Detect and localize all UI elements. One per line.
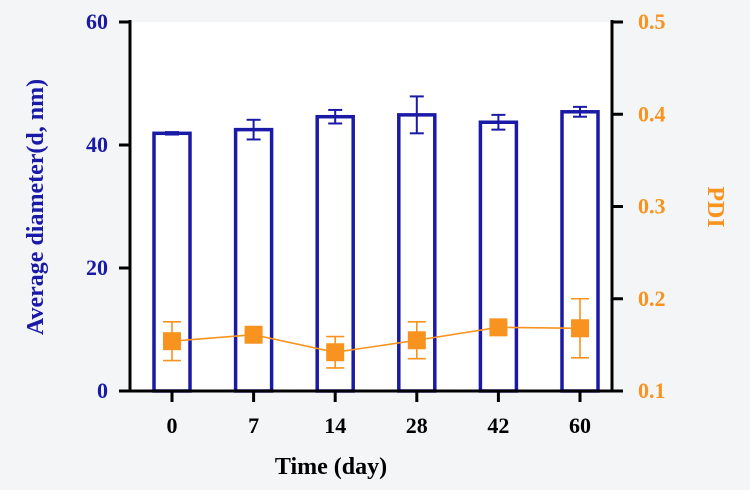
pdi-point-42: [489, 318, 508, 337]
pdi-point-28: [407, 331, 426, 350]
bar-42: [478, 120, 519, 393]
x-tick-label-14: 14: [324, 413, 346, 438]
x-axis-title: Time (day): [275, 454, 387, 480]
pdi-line: [171, 326, 581, 354]
x-tick-label-7: 7: [248, 413, 259, 438]
y-tick-label-20: 20: [86, 255, 108, 280]
y2-tick-label-0.5: 0.5: [638, 9, 666, 34]
y-tick-label-0: 0: [97, 378, 108, 403]
pdi-point-7: [244, 325, 263, 344]
x-tick-label-28: 28: [406, 413, 428, 438]
x-tick-label-42: 42: [487, 413, 509, 438]
y2-tick-label-0.4: 0.4: [638, 101, 666, 126]
bar-7: [233, 127, 274, 393]
y2-axis-title: PDI: [702, 186, 728, 227]
x-tick-label-0: 0: [167, 413, 178, 438]
pdi-point-0: [163, 332, 181, 351]
y2-tick-label-0.3: 0.3: [638, 194, 666, 219]
y2-tick-label-0.1: 0.1: [638, 378, 666, 403]
plot-area: [130, 22, 612, 391]
y-tick-label-40: 40: [86, 132, 108, 157]
pdi-point-14: [326, 343, 345, 362]
y2-tick-label-0.2: 0.2: [638, 286, 666, 311]
y-axis-title: Average diameter(d, nm): [23, 79, 49, 335]
x-tick-label-60: 60: [569, 413, 591, 438]
pdi-point-60: [571, 319, 589, 338]
y-tick-label-60: 60: [86, 9, 108, 34]
